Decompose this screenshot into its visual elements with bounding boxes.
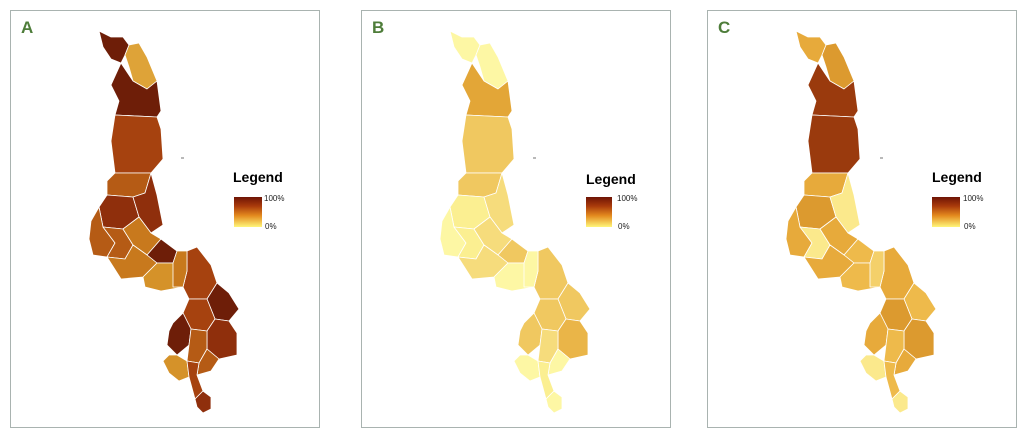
district-region (517, 312, 543, 356)
lake-islet (880, 157, 883, 159)
district-region (457, 244, 509, 280)
district-region (869, 250, 885, 288)
district-region (98, 30, 130, 64)
legend-gradient (234, 197, 262, 227)
legend-tick-low: 0% (964, 222, 976, 231)
legend-title: Legend (932, 169, 982, 185)
district-region (172, 250, 188, 288)
district-region (194, 390, 212, 414)
legend-gradient (586, 197, 612, 227)
district-region (110, 62, 162, 118)
district-region (859, 354, 887, 382)
map-panel-c: C Legend 100% 0% (707, 10, 1017, 428)
district-region (807, 114, 861, 174)
district-region (449, 30, 481, 64)
panel-letter: C (718, 18, 731, 37)
legend-tick-high: 100% (264, 194, 285, 203)
district-region (461, 62, 513, 118)
choropleth-map (439, 30, 591, 414)
district-region (863, 312, 889, 356)
lake-islet (533, 157, 536, 159)
panel-letter: B (372, 18, 385, 37)
legend-tick-low: 0% (618, 222, 630, 231)
district-region (891, 390, 909, 414)
district-region (807, 62, 859, 118)
district-region (513, 354, 541, 382)
map-panel-a: A Legend 100% 0% (10, 10, 320, 428)
district-region (110, 114, 164, 174)
legend-tick-high: 100% (617, 194, 638, 203)
lake-islet (181, 157, 184, 159)
district-region (893, 348, 917, 376)
choropleth-map (785, 30, 937, 414)
district-region (162, 354, 190, 382)
legend-title: Legend (586, 171, 636, 187)
legend-title: Legend (233, 169, 283, 185)
district-region (523, 250, 539, 288)
district-region (547, 348, 571, 376)
panel-letter: A (21, 18, 34, 37)
district-region (803, 244, 855, 280)
district-region (166, 312, 192, 356)
choropleth-map (88, 30, 240, 414)
legend-tick-high: 100% (963, 194, 984, 203)
district-region (795, 30, 827, 64)
district-region (196, 348, 220, 376)
district-region (461, 114, 515, 174)
district-region (106, 244, 158, 280)
legend-tick-low: 0% (265, 222, 277, 231)
district-region (545, 390, 563, 414)
legend-gradient (932, 197, 960, 227)
map-panel-b: B Legend 100% 0% (361, 10, 671, 428)
